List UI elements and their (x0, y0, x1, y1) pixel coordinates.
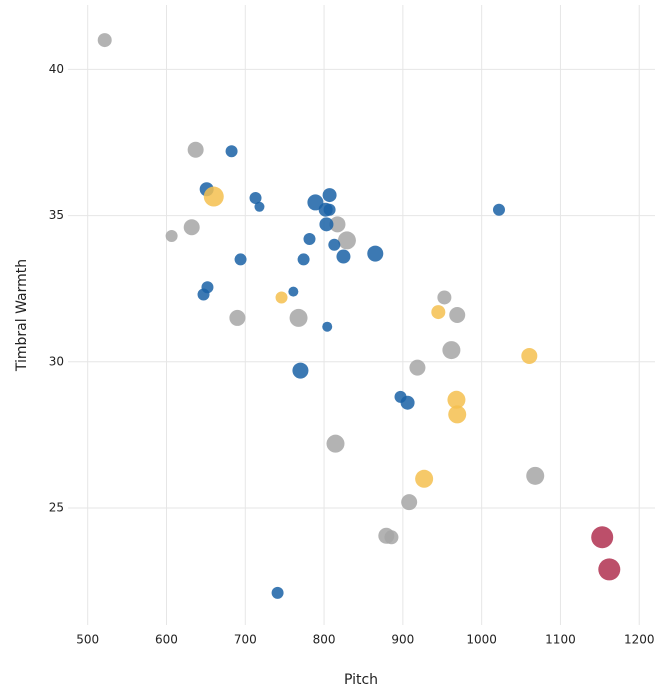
bubble (367, 245, 384, 262)
bubble (197, 288, 210, 301)
bubble (288, 286, 299, 297)
bubble (165, 230, 178, 243)
bubble (409, 359, 426, 376)
bubble (319, 217, 334, 232)
bubble (183, 219, 200, 236)
bubble (234, 253, 247, 266)
bubble (384, 530, 399, 545)
bubble (521, 347, 538, 364)
bubble (415, 469, 434, 488)
bubble (526, 466, 545, 485)
y-tick-label: 40 (49, 62, 64, 76)
y-tick-label: 25 (49, 501, 64, 515)
bubble (225, 145, 238, 158)
bubble (271, 586, 284, 599)
bubble (447, 390, 466, 409)
bubble (289, 308, 308, 327)
bubble (337, 231, 356, 250)
bubble (401, 494, 418, 511)
x-tick-label: 1200 (624, 633, 655, 647)
bubble (97, 33, 112, 48)
x-tick-label: 700 (234, 633, 257, 647)
bubble (307, 194, 324, 211)
x-tick-label: 600 (155, 633, 178, 647)
x-axis-label: Pitch (344, 672, 378, 688)
bubble (400, 395, 415, 410)
bubble (336, 249, 351, 264)
bubble (328, 238, 341, 251)
bubble (437, 290, 452, 305)
bubble (431, 305, 446, 320)
y-tick-label: 35 (49, 208, 64, 222)
bubble (203, 186, 224, 207)
bubble (292, 362, 309, 379)
y-axis-label: Timbral Warmth (14, 259, 30, 372)
bubble (303, 232, 316, 245)
bubble (449, 307, 466, 323)
bubble (492, 203, 505, 216)
x-tick-label: 900 (391, 633, 414, 647)
x-tick-label: 500 (76, 633, 99, 647)
bubble (591, 526, 614, 549)
bubble (275, 291, 288, 304)
bubble (442, 341, 461, 360)
bubble (326, 434, 345, 453)
x-tick-label: 800 (313, 633, 336, 647)
bubble (249, 192, 262, 205)
bubble (329, 216, 346, 233)
bubble (254, 201, 265, 212)
bubble (322, 321, 333, 332)
bubble (187, 141, 204, 158)
bubble (322, 188, 337, 203)
x-tick-label: 1000 (466, 633, 497, 647)
bubble (297, 253, 310, 266)
bubble (229, 309, 246, 326)
bubble (598, 558, 621, 581)
x-tick-label: 1100 (545, 633, 576, 647)
bubble (323, 203, 336, 216)
y-tick-label: 30 (49, 354, 64, 368)
bubble (448, 405, 467, 424)
